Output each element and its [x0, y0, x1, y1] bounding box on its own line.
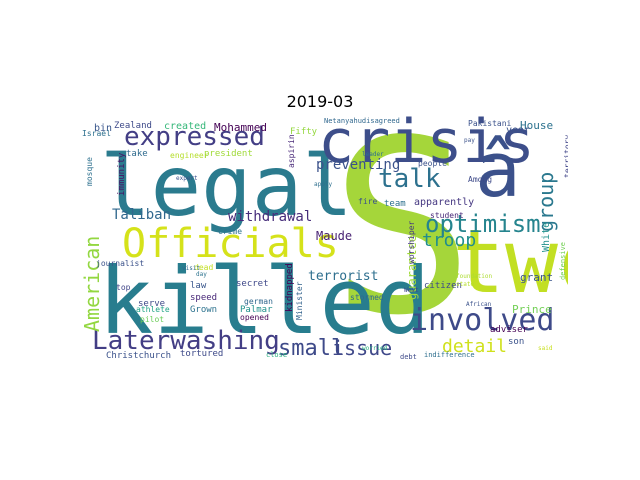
word: two: [452, 210, 568, 313]
word: year: [506, 125, 531, 136]
word: West: [404, 287, 419, 294]
word: withdrawal: [228, 209, 313, 225]
word: terrorist: [308, 269, 379, 284]
word: president: [204, 149, 253, 159]
word: troop: [422, 230, 477, 251]
word: foundation: [456, 273, 493, 280]
word: serve: [138, 299, 166, 309]
word: African: [466, 301, 492, 308]
word: tortured: [180, 349, 224, 359]
word: involved: [410, 303, 555, 338]
word: American: [80, 235, 104, 332]
word: apply: [314, 181, 333, 188]
word: team: [384, 199, 406, 209]
word: Taliban: [112, 207, 172, 223]
word: citizen: [424, 281, 462, 291]
word: worried: [362, 345, 388, 352]
word: bin: [94, 123, 113, 134]
word: visit: [182, 265, 201, 272]
word: debt: [400, 353, 417, 361]
word: Palmar: [240, 305, 273, 315]
word: grant: [520, 271, 554, 284]
word: law: [190, 281, 207, 291]
word: pilot: [140, 315, 165, 324]
word: killed: [98, 248, 431, 355]
word: talk: [378, 164, 441, 194]
word: preventing: [316, 157, 401, 173]
word: athlete: [136, 305, 170, 314]
word: Grown: [190, 305, 218, 315]
word: adviser: [490, 325, 528, 335]
word: people: [418, 159, 447, 168]
word: leader: [362, 151, 384, 158]
word: kidnapped: [285, 263, 295, 312]
word: House: [520, 119, 554, 132]
word: dead: [194, 263, 214, 272]
word: mosque: [85, 157, 94, 186]
word: Fifty: [290, 127, 318, 137]
word: close: [266, 351, 288, 359]
word: issue: [332, 336, 393, 360]
word: take: [126, 149, 148, 159]
word: state: [456, 281, 475, 288]
word: Zealand: [114, 121, 152, 131]
word: engineer: [170, 151, 209, 160]
word: crisis: [318, 116, 535, 177]
word: said: [538, 345, 553, 352]
word: detail: [442, 336, 508, 357]
word: expert: [176, 175, 198, 182]
word: White: [541, 221, 552, 252]
word: opened: [240, 313, 269, 322]
word: german: [244, 297, 273, 306]
word: Prince: [512, 303, 552, 316]
word: Maude: [316, 229, 353, 243]
word: top: [116, 283, 131, 292]
word: secret: [236, 279, 269, 289]
word: fire: [358, 197, 378, 206]
word: Crime: [218, 227, 243, 236]
word: optimism: [425, 210, 541, 238]
word: created: [164, 121, 207, 132]
word: apparently: [414, 197, 475, 208]
word: journalist: [96, 259, 145, 268]
word: Pakistani: [468, 119, 512, 128]
word: Officials: [122, 221, 339, 267]
word: territory: [563, 134, 568, 178]
word: Israel: [82, 129, 111, 138]
word: Christchurch: [106, 351, 172, 361]
word: Mohammed: [214, 121, 267, 134]
word: son: [508, 337, 525, 347]
word: worshiper: [407, 220, 416, 264]
word: Laterwashing: [92, 326, 280, 356]
word: Minister: [295, 281, 304, 320]
word: expressed: [124, 122, 265, 152]
word: S: [330, 116, 475, 362]
word: legal: [100, 137, 353, 235]
word: defensive: [559, 242, 567, 280]
word: aspirin: [287, 134, 296, 168]
word: small: [278, 336, 345, 361]
word: stormed: [350, 293, 384, 302]
word: speed: [190, 293, 218, 303]
word: Netanyahudisagreed: [324, 117, 400, 125]
figure-title: 2019-03: [286, 92, 354, 111]
word: Among: [468, 175, 493, 184]
word: student: [430, 211, 464, 220]
word: â: [475, 125, 521, 214]
word: immunity: [117, 152, 127, 196]
word: pay: [464, 137, 475, 144]
word: day: [196, 271, 207, 278]
word: indifference: [424, 351, 475, 359]
word-cloud: S two killed legal crisis Officials â in…: [80, 116, 568, 362]
